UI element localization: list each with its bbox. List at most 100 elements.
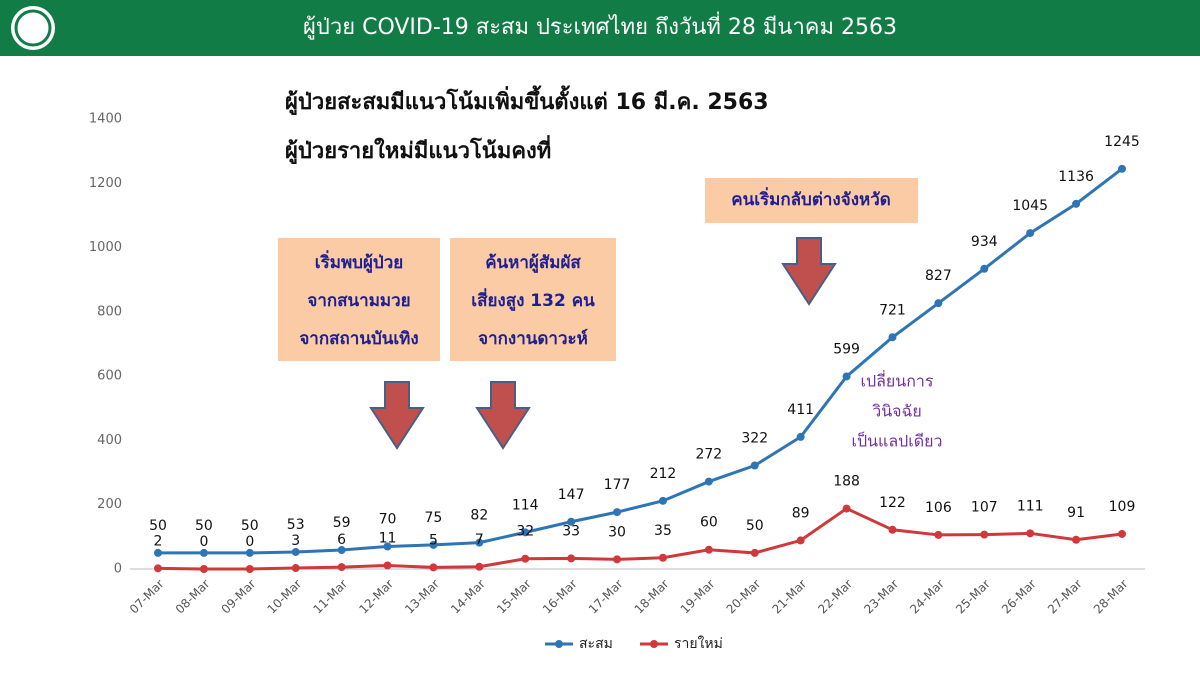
data-label: 599	[833, 341, 860, 357]
point	[291, 564, 300, 573]
point	[1118, 529, 1126, 538]
annotation: เป็นแลปเดียว	[851, 431, 942, 451]
point	[429, 563, 438, 572]
data-label: 177	[604, 477, 631, 493]
data-label: 89	[792, 505, 810, 521]
data-label: 60	[700, 515, 718, 531]
arrow	[781, 237, 837, 306]
chart-title: ผู้ป่วย COVID-19 สะสม ประเทศไทย ถึงวันที…	[303, 11, 897, 40]
point	[750, 461, 759, 470]
point	[613, 508, 622, 517]
point	[842, 504, 851, 513]
annotation: จากสนามมวย	[307, 291, 410, 311]
point	[1072, 199, 1081, 208]
x-tick-label: 16-Mar	[540, 577, 580, 617]
point	[888, 525, 897, 534]
point	[658, 553, 667, 562]
data-label: 50	[746, 518, 764, 534]
data-label: 50	[195, 518, 213, 534]
point	[980, 264, 989, 273]
x-tick-label: 17-Mar	[586, 577, 626, 617]
data-label: 50	[241, 518, 259, 534]
y-tick-label: 1200	[89, 176, 122, 191]
series-line	[158, 167, 1123, 555]
data-label: 411	[787, 402, 814, 418]
x-tick-label: 20-Mar	[724, 577, 764, 617]
x-tick-label: 13-Mar	[402, 577, 442, 617]
data-label: 82	[470, 508, 488, 524]
x-tick-label: 15-Mar	[494, 577, 534, 617]
x-tick-label: 27-Mar	[1045, 577, 1085, 617]
point	[1118, 164, 1126, 173]
y-tick-label: 1000	[89, 240, 122, 255]
point	[1072, 535, 1081, 544]
data-label: 107	[971, 500, 998, 516]
point	[750, 548, 759, 557]
x-tick-label: 24-Mar	[907, 577, 947, 617]
y-tick-label: 400	[97, 433, 122, 448]
data-label: 122	[879, 495, 906, 511]
data-label: 322	[741, 431, 768, 447]
point	[796, 536, 805, 545]
point	[658, 496, 667, 505]
data-label: 0	[245, 534, 254, 550]
point	[475, 538, 484, 547]
data-label: 6	[337, 532, 346, 548]
annotation: จากงานดาวะห์	[478, 328, 588, 349]
point	[704, 477, 713, 486]
data-label: 1045	[1012, 198, 1048, 214]
data-label: 1245	[1104, 134, 1140, 150]
point	[704, 545, 713, 554]
point	[383, 542, 392, 551]
annotation: เริ่มพบผู้ป่วย	[315, 250, 403, 274]
data-label: 33	[562, 523, 580, 539]
point	[613, 555, 622, 564]
point	[337, 546, 346, 555]
data-label: 75	[425, 510, 443, 526]
point	[245, 548, 254, 557]
y-tick-label: 200	[97, 497, 122, 512]
point	[199, 548, 208, 557]
point	[521, 554, 530, 563]
subtitle: ผู้ป่วยรายใหม่มีแนวโน้มคงที่	[285, 134, 551, 165]
subtitle: ผู้ป่วยสะสมมีแนวโน้มเพิ่มขึ้นตั้งแต่ 16 …	[285, 85, 769, 116]
point	[521, 528, 530, 537]
data-label: 212	[650, 466, 677, 482]
y-tick-label: 0	[114, 562, 122, 577]
data-label: 147	[558, 487, 585, 503]
point	[245, 565, 254, 573]
logo	[11, 6, 55, 50]
point	[429, 540, 438, 549]
point	[934, 299, 943, 308]
x-tick-label: 26-Mar	[999, 577, 1039, 617]
data-label: 11	[379, 530, 397, 546]
point	[796, 432, 805, 441]
data-label: 53	[287, 517, 305, 533]
series-line	[157, 506, 1123, 571]
data-label: 188	[833, 474, 860, 490]
header-bar	[0, 0, 1200, 56]
annotation-box	[705, 178, 918, 223]
y-tick-label: 600	[97, 369, 122, 384]
point	[842, 372, 851, 381]
x-tick-label: 09-Mar	[219, 577, 259, 617]
data-label: 272	[695, 447, 722, 463]
point	[154, 548, 162, 557]
data-label: 59	[333, 515, 351, 531]
arrow	[369, 381, 425, 450]
data-label: 1136	[1058, 169, 1094, 185]
y-tick-label: 1400	[89, 112, 122, 127]
data-label: 721	[879, 302, 906, 318]
data-label: 91	[1067, 505, 1085, 521]
data-label: 827	[925, 268, 952, 284]
x-tick-label: 28-Mar	[1091, 577, 1131, 617]
annotation: จากสถานบันเทิง	[299, 329, 418, 349]
data-label: 0	[199, 534, 208, 550]
data-label: 35	[654, 523, 672, 539]
x-tick-label: 12-Mar	[356, 577, 396, 617]
annotation: เปลี่ยนการ	[860, 370, 933, 391]
x-tick-label: 14-Mar	[448, 577, 488, 617]
annotation: คนเริ่มกลับต่างจังหวัด	[731, 187, 891, 210]
point	[475, 562, 484, 571]
